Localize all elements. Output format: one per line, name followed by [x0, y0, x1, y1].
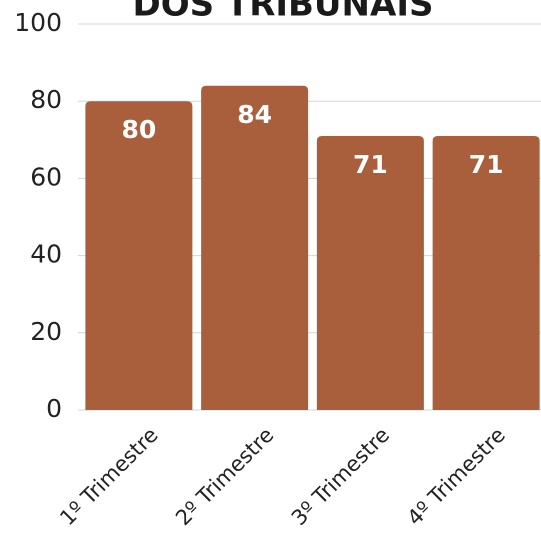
y-tick-label: 0: [46, 394, 62, 423]
x-tick-label: 4º Trimestre: [403, 423, 510, 530]
chart-title: DOS TRIBUNAIS: [133, 0, 434, 25]
data-label: 71: [353, 150, 388, 179]
y-tick-label: 60: [30, 162, 62, 191]
data-label: 84: [237, 100, 272, 129]
y-tick-label: 100: [14, 8, 62, 37]
data-label: 80: [121, 115, 156, 144]
bar: [316, 135, 424, 410]
bar: [85, 101, 193, 410]
x-tick-label: 3º Trimestre: [287, 423, 394, 530]
y-tick-label: 40: [30, 240, 62, 269]
y-tick-label: 20: [30, 317, 62, 346]
data-label: 71: [469, 150, 504, 179]
y-tick-label: 80: [30, 85, 62, 114]
bar: [432, 135, 540, 410]
bar: [201, 85, 309, 410]
x-tick-label: 2º Trimestre: [171, 423, 278, 530]
x-tick-label: 1º Trimestre: [55, 423, 162, 530]
